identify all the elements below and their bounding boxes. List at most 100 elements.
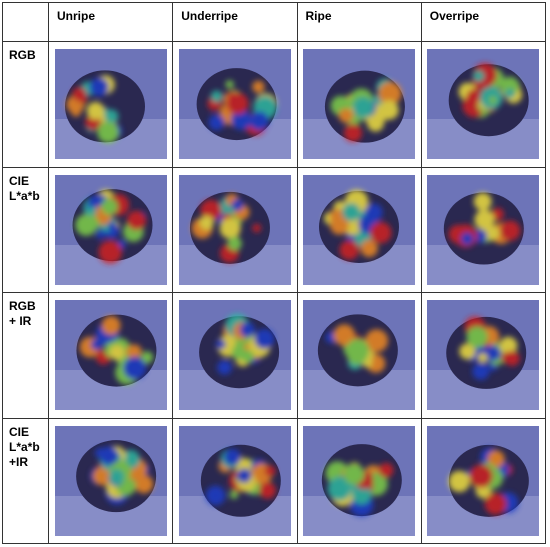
heat-overlay: [207, 80, 278, 136]
heat-blob: [252, 80, 265, 94]
heat-overlay: [79, 316, 153, 385]
heatmap-image: [303, 174, 416, 285]
heat-blob: [473, 70, 485, 82]
heatmap-image: [427, 174, 540, 285]
heat-blob: [472, 363, 490, 381]
heat-blob: [236, 468, 252, 483]
table-row: RGB + IR: [2, 292, 547, 419]
header-row: Unripe Underripe Ripe Overripe: [2, 2, 547, 42]
heat-blob: [107, 221, 118, 232]
heat-blob: [78, 94, 88, 104]
heat-blob: [505, 88, 516, 99]
heat-blob: [239, 322, 255, 338]
heat-blob: [474, 209, 495, 230]
heat-blob: [469, 464, 494, 488]
heat-blob: [343, 463, 365, 485]
heat-overlay: [448, 447, 519, 515]
heat-blob: [224, 448, 241, 466]
image-cell: [296, 41, 422, 168]
image-cell: [420, 417, 547, 544]
heat-blob: [249, 111, 269, 131]
heat-blob: [505, 351, 521, 367]
heat-blob: [231, 198, 244, 211]
heat-blob: [500, 76, 520, 96]
heat-blob: [459, 343, 476, 360]
heatmap-image: [54, 425, 167, 536]
row-label: RGB + IR: [2, 292, 49, 419]
heat-overlay: [205, 448, 276, 506]
heatmap-image: [54, 174, 167, 285]
heat-blob: [123, 357, 146, 380]
image-cell: [296, 166, 422, 293]
heat-blob: [125, 344, 141, 360]
heat-blob: [365, 329, 389, 353]
heat-blob: [200, 199, 222, 221]
heat-blob: [205, 485, 226, 506]
image-cell: [172, 292, 298, 419]
heat-blob: [231, 345, 247, 361]
heat-blob: [98, 240, 122, 264]
heat-overlay: [458, 63, 523, 118]
column-header: Ripe: [296, 2, 422, 42]
heatmap-image: [303, 49, 416, 160]
heat-blob: [108, 468, 124, 485]
heat-blob: [342, 202, 361, 221]
heat-blob: [90, 339, 102, 351]
heat-blob: [101, 316, 121, 336]
image-cell: [420, 292, 547, 419]
heatmap-image: [303, 300, 416, 411]
heat-blob: [338, 108, 354, 124]
heat-blob: [217, 360, 232, 375]
heat-overlay: [330, 78, 402, 143]
heat-blob: [227, 236, 242, 251]
heat-blob: [360, 239, 379, 257]
heat-blob: [489, 96, 498, 105]
heat-blob: [474, 192, 493, 211]
heat-blob: [208, 114, 225, 131]
table-row: RGB: [2, 41, 547, 168]
image-cell: [172, 417, 298, 544]
heat-overlay: [325, 460, 394, 517]
heat-blob: [100, 198, 118, 215]
heat-blob: [254, 329, 275, 350]
heat-overlay: [215, 313, 275, 375]
heat-blob: [339, 239, 360, 260]
heat-blob: [89, 77, 109, 97]
heat-blob: [378, 462, 394, 478]
heat-blob: [485, 225, 500, 241]
image-cell: [420, 166, 547, 293]
heat-blob: [448, 470, 471, 492]
heat-blob: [485, 345, 502, 362]
image-cell: [296, 292, 422, 419]
heat-overlay: [191, 193, 261, 263]
image-cell: [296, 417, 422, 544]
heat-blob: [346, 338, 370, 363]
heat-blob: [86, 102, 105, 120]
heat-blob: [461, 232, 474, 245]
heat-blob: [230, 109, 252, 131]
heat-blob: [215, 339, 226, 350]
table-row: CIE L*a*b +IR: [2, 417, 547, 544]
image-cell: [172, 166, 298, 293]
heat-blob: [330, 215, 350, 235]
table-row: CIE L*a*b: [2, 166, 547, 293]
heat-blob: [87, 206, 97, 216]
heat-blob: [351, 484, 372, 505]
heatmap-image: [54, 49, 167, 160]
heat-blob: [352, 97, 374, 119]
heat-blob: [484, 492, 507, 515]
heatmap-image: [303, 425, 416, 536]
heat-blob: [92, 466, 111, 486]
row-label: CIE L*a*b: [2, 166, 49, 293]
heat-blob: [199, 215, 214, 230]
heatmap-image: [178, 425, 291, 536]
heat-blob: [104, 109, 119, 124]
heat-blob: [327, 476, 352, 501]
heatmap-image: [178, 174, 291, 285]
heat-blob: [478, 353, 488, 363]
heat-blob: [226, 92, 249, 115]
image-cell: [47, 417, 174, 544]
heat-blob: [259, 481, 276, 499]
heat-blob: [487, 450, 506, 468]
